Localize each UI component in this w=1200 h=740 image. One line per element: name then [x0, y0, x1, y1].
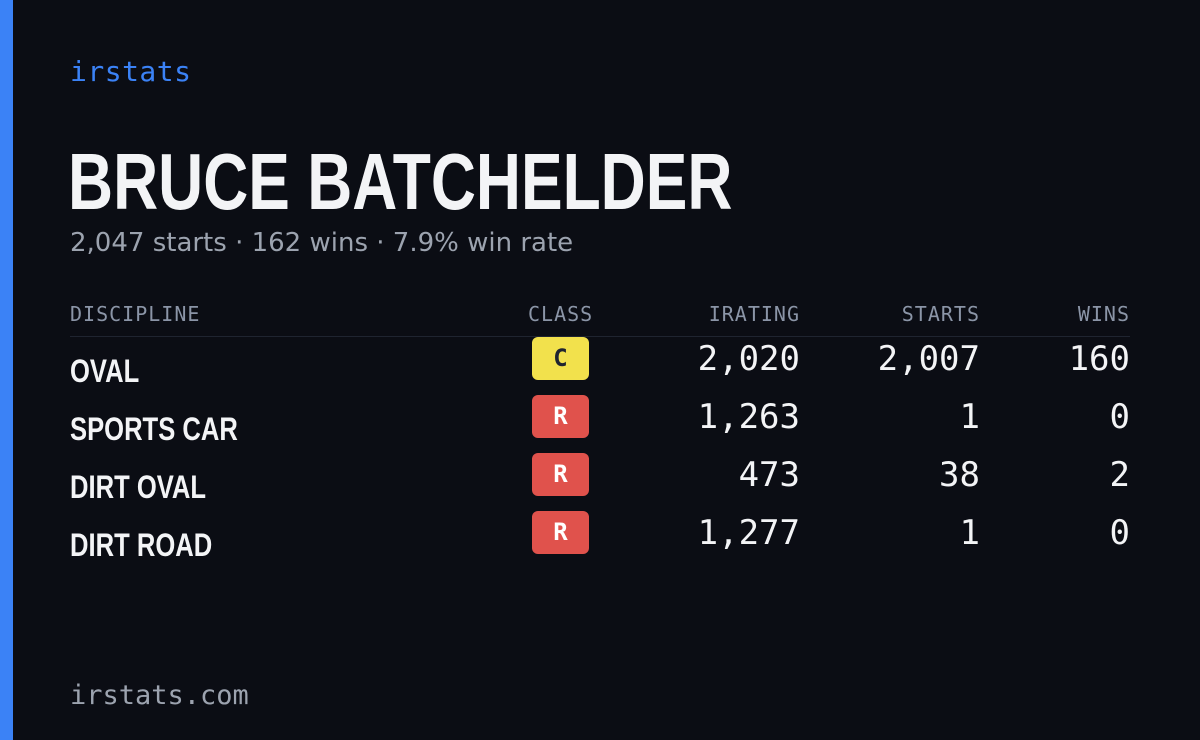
discipline-name: SPORTS CAR: [70, 411, 238, 447]
stats-table: DISCIPLINE CLASS IRATING STARTS WINS OVA…: [70, 296, 1130, 569]
starts-value: 1: [959, 513, 980, 553]
starts-value: 2,007: [877, 339, 980, 379]
wins-value: 2: [1109, 455, 1130, 495]
driver-name: BRUCE BATCHELDER: [68, 137, 733, 226]
driver-summary: 2,047 starts · 162 wins · 7.9% win rate: [70, 228, 574, 258]
header-discipline: DISCIPLINE: [70, 302, 201, 326]
starts-value: 38: [939, 455, 980, 495]
discipline-name: OVAL: [70, 353, 140, 389]
header-starts: STARTS: [901, 302, 980, 326]
table-row: SPORTS CAR R 1,263 1 0: [70, 395, 1130, 453]
discipline-name: DIRT OVAL: [70, 469, 207, 505]
wins-value: 0: [1109, 513, 1130, 553]
wins-value: 0: [1109, 397, 1130, 437]
wins-value: 160: [1068, 339, 1130, 379]
accent-bar: [0, 0, 13, 740]
header-wins: WINS: [1077, 302, 1130, 326]
class-badge: R: [532, 511, 589, 554]
table-row: DIRT ROAD R 1,277 1 0: [70, 511, 1130, 569]
class-badge: C: [532, 337, 589, 380]
discipline-name: DIRT ROAD: [70, 527, 213, 563]
starts-value: 1: [959, 397, 980, 437]
footer-url: irstats.com: [70, 680, 249, 711]
class-badge: R: [532, 395, 589, 438]
brand-logo: irstats: [70, 55, 192, 88]
irating-value: 1,277: [697, 513, 800, 553]
header-class: CLASS: [528, 302, 594, 326]
irating-value: 473: [738, 455, 800, 495]
table-row: DIRT OVAL R 473 38 2: [70, 453, 1130, 511]
irating-value: 2,020: [697, 339, 800, 379]
irating-value: 1,263: [697, 397, 800, 437]
class-badge: R: [532, 453, 589, 496]
header-irating: IRATING: [708, 302, 800, 326]
table-row: OVAL C 2,020 2,007 160: [70, 337, 1130, 395]
table-header: DISCIPLINE CLASS IRATING STARTS WINS: [70, 296, 1130, 337]
